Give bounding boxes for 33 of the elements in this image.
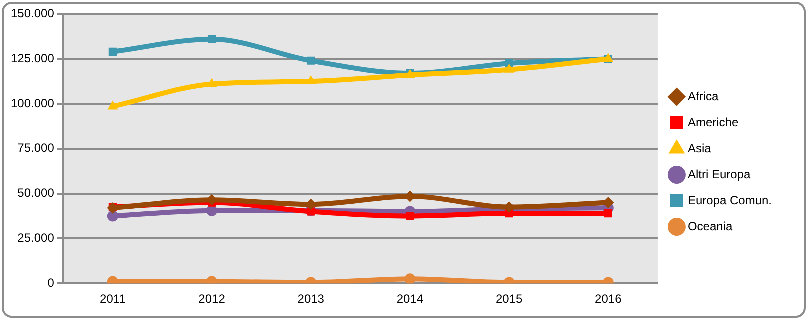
x-tick-label: 2011 xyxy=(100,292,126,306)
point xyxy=(406,212,414,220)
y-tick-label: 75.000 xyxy=(18,141,55,156)
point xyxy=(306,76,316,85)
point xyxy=(108,101,118,110)
point xyxy=(208,35,216,44)
x-tick-label: 2013 xyxy=(298,292,325,306)
y-tick-label: 150.000 xyxy=(10,6,55,21)
x-tick-label: 2014 xyxy=(396,292,424,306)
point xyxy=(207,78,217,88)
point xyxy=(108,48,117,56)
point xyxy=(206,205,218,216)
point xyxy=(604,210,612,218)
y-tick-label: 0 xyxy=(48,276,55,290)
y-tick-label: 50.000 xyxy=(18,186,55,200)
legend-label: Asia xyxy=(688,141,712,156)
legend-label: Oceania xyxy=(688,219,733,234)
legend-label: Altri Europa xyxy=(688,167,751,182)
legend-label: Americhe xyxy=(688,115,739,130)
point xyxy=(307,56,316,65)
point xyxy=(107,202,118,214)
point xyxy=(504,64,514,73)
x-tick-label: 2016 xyxy=(595,292,622,306)
y-tick-label: 25.000 xyxy=(18,231,55,246)
y-tick-label: 125.000 xyxy=(10,51,55,66)
point xyxy=(404,274,416,284)
legend-label: Africa xyxy=(688,89,719,104)
x-tick-label: 2015 xyxy=(496,292,523,306)
y-tick-label: 100.000 xyxy=(10,96,55,110)
x-tick-label: 2012 xyxy=(198,292,226,306)
point xyxy=(107,210,118,222)
legend-label: Europa Comun. xyxy=(688,193,772,208)
point xyxy=(307,208,316,216)
